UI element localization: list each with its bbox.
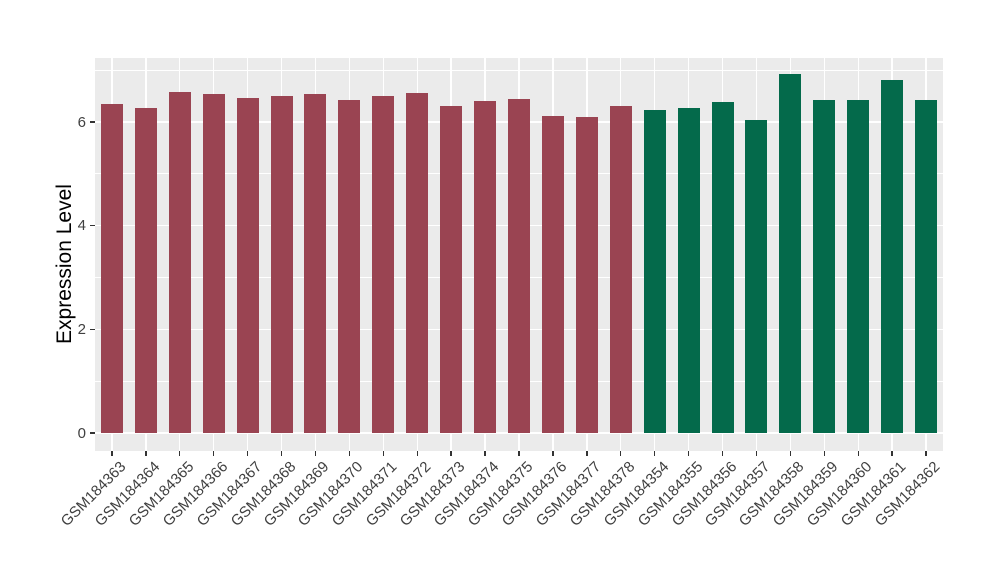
y-tick-mark xyxy=(90,432,95,434)
x-tick-mark xyxy=(348,451,351,456)
plot-panel xyxy=(95,58,943,451)
x-tick-mark xyxy=(552,451,554,456)
x-tick-mark xyxy=(111,451,113,456)
x-tick-mark xyxy=(518,451,520,456)
bar-GSM184354 xyxy=(643,109,666,433)
bar-GSM184377 xyxy=(575,117,598,433)
bar-GSM184355 xyxy=(677,107,700,433)
bar-GSM184366 xyxy=(202,93,225,433)
bar-GSM184373 xyxy=(440,106,463,433)
bar-GSM184360 xyxy=(847,99,870,433)
x-tick-mark xyxy=(620,451,622,456)
bar-GSM184364 xyxy=(134,107,157,433)
x-tick-mark xyxy=(213,451,215,456)
x-tick-mark xyxy=(823,451,825,456)
x-tick-mark xyxy=(280,451,283,456)
x-tick-mark xyxy=(721,451,724,456)
bar-GSM184369 xyxy=(304,93,327,433)
bar-GSM184356 xyxy=(711,101,734,433)
y-tick-label: 4 xyxy=(77,217,86,235)
x-tick-mark xyxy=(145,451,147,456)
bar-GSM184365 xyxy=(168,91,191,433)
bar-GSM184359 xyxy=(813,99,836,433)
bar-GSM184371 xyxy=(372,96,395,433)
bar-GSM184375 xyxy=(508,99,530,433)
y-tick-mark xyxy=(90,225,95,227)
bar-GSM184358 xyxy=(779,74,802,433)
y-tick-label: 0 xyxy=(77,424,86,442)
x-tick-mark xyxy=(246,451,249,456)
y-tick-label: 2 xyxy=(77,320,86,338)
bar-GSM184374 xyxy=(474,100,497,433)
x-tick-mark xyxy=(416,451,418,456)
bar-GSM184363 xyxy=(100,104,123,433)
bar-GSM184376 xyxy=(541,115,564,433)
bar-GSM184372 xyxy=(406,92,429,433)
bar-GSM184368 xyxy=(270,95,293,433)
x-tick-mark xyxy=(484,451,486,456)
x-tick-mark xyxy=(382,451,384,456)
x-tick-mark xyxy=(450,451,452,456)
x-tick-mark xyxy=(687,451,690,456)
bar-GSM184378 xyxy=(609,106,632,433)
x-tick-mark xyxy=(179,451,181,456)
x-tick-mark xyxy=(925,451,927,456)
bar-GSM184367 xyxy=(236,98,259,433)
x-tick-mark xyxy=(653,451,656,456)
x-tick-mark xyxy=(314,451,317,456)
x-tick-mark xyxy=(857,451,859,456)
bar-GSM184357 xyxy=(745,120,768,433)
bar-GSM184361 xyxy=(881,80,904,433)
x-tick-mark xyxy=(891,451,893,456)
bar-GSM184362 xyxy=(915,99,938,433)
y-tick-mark xyxy=(90,328,95,331)
y-tick-label: 6 xyxy=(77,113,86,131)
x-tick-mark xyxy=(586,451,588,456)
y-tick-mark xyxy=(90,121,95,123)
x-tick-mark xyxy=(755,451,758,456)
x-tick-mark xyxy=(789,451,792,456)
bar-GSM184370 xyxy=(338,100,361,433)
